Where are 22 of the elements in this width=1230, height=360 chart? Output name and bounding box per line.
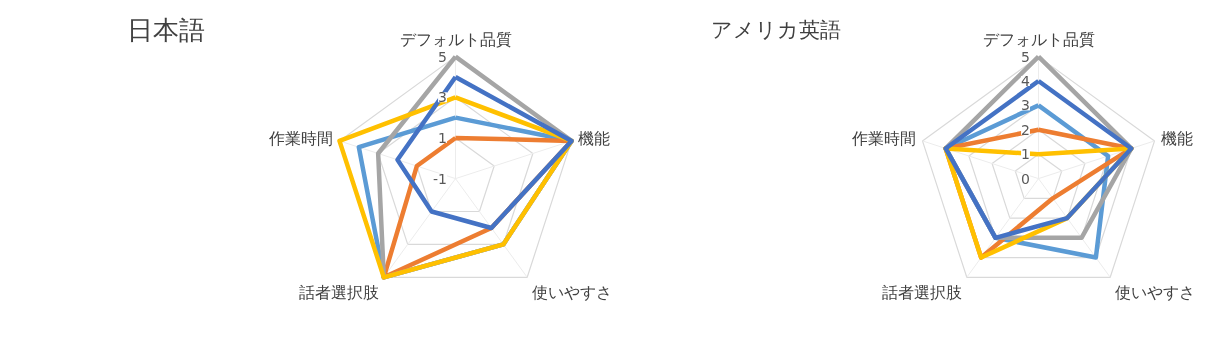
spoke-label: 機能 <box>1161 129 1194 149</box>
chart-title: 日本語 <box>126 14 205 45</box>
spoke-label: 作業時間 <box>267 129 333 149</box>
spoke-label: 機能 <box>578 129 611 149</box>
spoke-label: 話者選択肢 <box>882 283 963 303</box>
spoke-label: 話者選択肢 <box>299 283 380 303</box>
y-tick-label: -1 <box>433 170 447 187</box>
spoke-label: デフォルト品質 <box>982 30 1095 50</box>
spoke-label: デフォルト品質 <box>399 30 512 50</box>
y-tick-label: 0 <box>1021 170 1030 187</box>
spoke-label: 使いやすさ <box>1114 283 1195 303</box>
y-tick-label: 5 <box>1021 48 1030 65</box>
y-tick-label: 5 <box>438 48 447 65</box>
y-tick-label: 1 <box>1021 146 1030 163</box>
y-tick-label: 4 <box>1021 73 1031 90</box>
chart-title: アメリカ英語 <box>710 17 841 42</box>
y-tick-label: 3 <box>1021 97 1030 114</box>
y-tick-label: 2 <box>1021 121 1030 138</box>
spoke-label: 作業時間 <box>850 129 916 149</box>
spoke-label: 使いやすさ <box>531 283 612 303</box>
y-tick-label: 1 <box>438 129 447 146</box>
y-tick-label: 3 <box>438 89 447 106</box>
